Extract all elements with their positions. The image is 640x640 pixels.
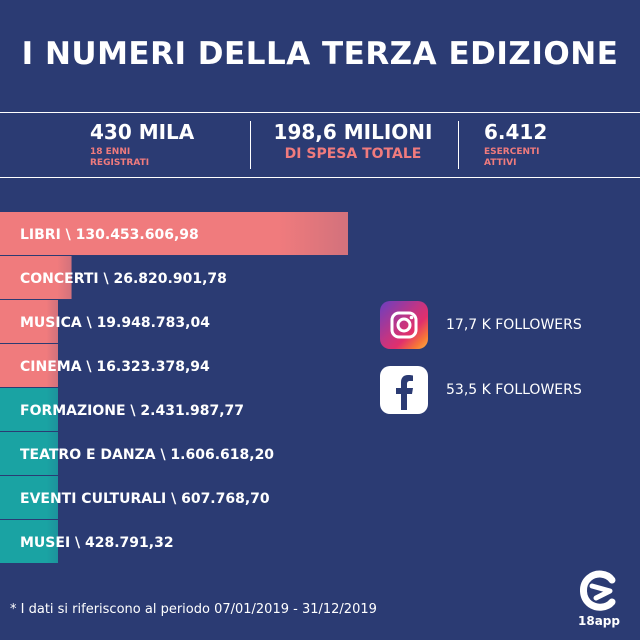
stat-merchants-label-1: ESERCENTI xyxy=(484,147,540,157)
stat-registered: 430 MILA 18 ENNI REGISTRATI xyxy=(90,121,194,169)
bar-label-eventi-culturali: EVENTI CULTURALI \ 607.768,70 xyxy=(20,491,270,507)
stats-divider-right xyxy=(458,121,459,169)
bar-label-teatro-e-danza: TEATRO E DANZA \ 1.606.618,20 xyxy=(20,447,274,463)
bar-musei xyxy=(0,520,58,563)
footnote: * I dati si riferiscono al periodo 07/01… xyxy=(10,602,377,617)
stat-registered-value: 430 MILA xyxy=(90,120,195,144)
stats-band: 430 MILA 18 ENNI REGISTRATI 198,6 MILION… xyxy=(0,112,640,178)
18app-logo-text: 18app xyxy=(578,614,620,628)
facebook-followers[interactable]: 53,5 K FOLLOWERS xyxy=(380,366,582,414)
stat-registered-label-1: 18 ENNI xyxy=(90,147,131,157)
facebook-icon[interactable] xyxy=(380,366,428,414)
spending-bar-chart: LIBRI \ 130.453.606,98 CONCERTI \ 26.820.… xyxy=(0,212,348,563)
bar-teatro-e-danza xyxy=(0,432,58,475)
stat-spending: 198,6 MILIONI DI SPESA TOTALE xyxy=(258,121,448,162)
bar-eventi-culturali xyxy=(0,476,58,519)
18app-logo-icon xyxy=(580,570,616,611)
instagram-followers-count: 17,7 K FOLLOWERS xyxy=(446,317,582,333)
stat-registered-label-2: REGISTRATI xyxy=(90,158,150,168)
bar-label-musei: MUSEI \ 428.791,32 xyxy=(20,535,174,551)
bar-label-concerti: CONCERTI \ 26.820.901,78 xyxy=(20,271,227,287)
stat-spending-value: 198,6 MILIONI xyxy=(273,120,433,144)
bar-libri xyxy=(0,212,348,255)
bar-concerti xyxy=(0,256,72,299)
stat-merchants-label-2: ATTIVI xyxy=(484,158,517,168)
bar-musica xyxy=(0,300,58,343)
instagram-followers[interactable]: 17,7 K FOLLOWERS xyxy=(380,301,582,349)
bar-cinema xyxy=(0,344,58,387)
bar-label-cinema: CINEMA \ 16.323.378,94 xyxy=(20,359,210,375)
bar-label-formazione: FORMAZIONE \ 2.431.987,77 xyxy=(20,403,244,419)
bar-label-libri: LIBRI \ 130.453.606,98 xyxy=(20,227,199,243)
stat-merchants: 6.412 ESERCENTI ATTIVI xyxy=(484,121,547,169)
stat-merchants-value: 6.412 xyxy=(484,120,548,144)
bar-label-musica: MUSICA \ 19.948.783,04 xyxy=(20,315,210,331)
stats-divider-left xyxy=(250,121,251,169)
bar-formazione xyxy=(0,388,58,431)
page-title: I NUMERI DELLA TERZA EDIZIONE xyxy=(21,36,619,72)
instagram-icon[interactable] xyxy=(380,301,428,349)
facebook-followers-count: 53,5 K FOLLOWERS xyxy=(446,382,582,398)
stat-spending-label: DI SPESA TOTALE xyxy=(284,146,422,162)
18app-logo: 18app xyxy=(574,568,624,630)
